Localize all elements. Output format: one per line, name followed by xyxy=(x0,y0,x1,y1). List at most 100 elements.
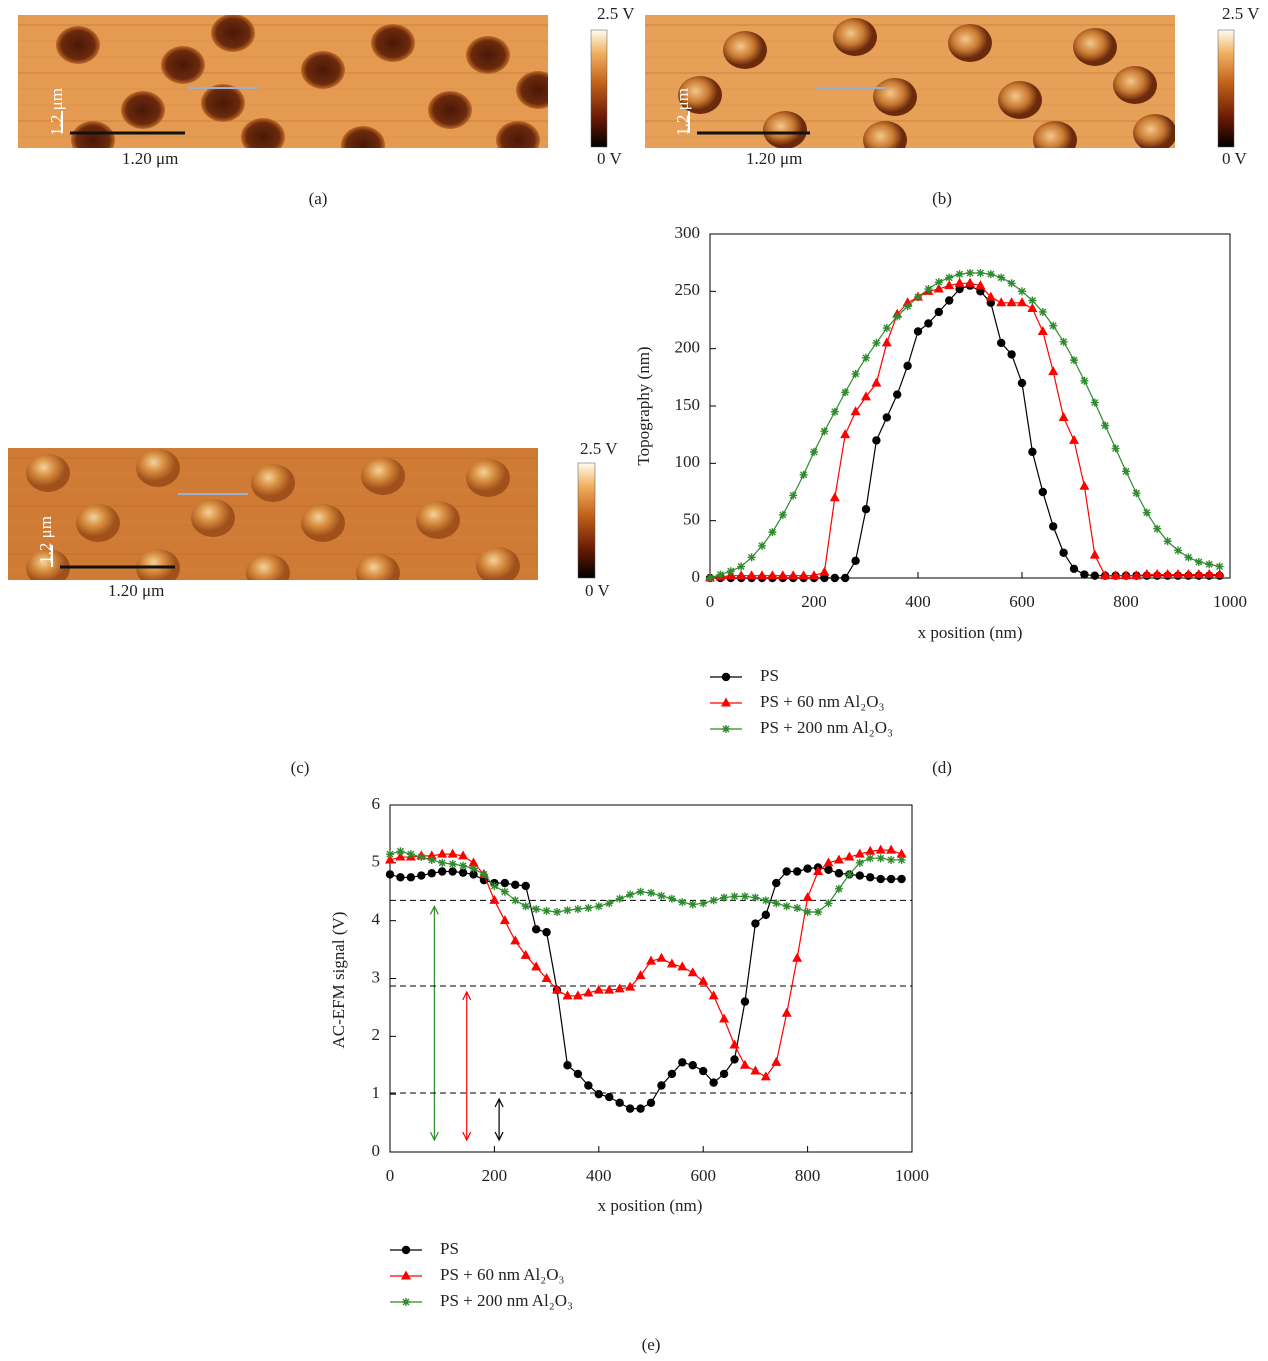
data-point xyxy=(772,899,781,908)
data-point xyxy=(823,857,834,867)
data-point xyxy=(799,470,808,479)
feature xyxy=(211,15,255,52)
data-point xyxy=(887,855,896,864)
data-point xyxy=(1090,398,1099,407)
y-tick-label: 5 xyxy=(372,852,381,871)
data-point xyxy=(830,407,839,416)
data-point xyxy=(945,273,954,282)
data-point xyxy=(955,270,964,279)
data-point xyxy=(636,887,645,896)
feature xyxy=(136,549,180,580)
data-point xyxy=(719,1069,729,1079)
y-tick-label: 50 xyxy=(683,510,700,529)
data-point xyxy=(1215,562,1224,571)
data-point xyxy=(1027,303,1038,313)
colorbar-min: 0 V xyxy=(585,581,610,600)
data-point xyxy=(646,1098,656,1108)
afm-image xyxy=(8,448,538,580)
data-point xyxy=(448,859,457,868)
data-point xyxy=(636,1104,645,1113)
data-point xyxy=(830,573,839,583)
data-point xyxy=(708,990,719,1000)
data-point xyxy=(985,291,996,301)
data-point xyxy=(510,935,521,945)
data-point xyxy=(854,848,865,858)
data-point xyxy=(803,907,812,916)
data-point xyxy=(1069,434,1079,444)
data-point xyxy=(767,570,778,580)
data-point xyxy=(1090,571,1100,580)
data-point xyxy=(840,429,851,439)
data-point xyxy=(944,280,955,290)
data-point xyxy=(914,293,922,302)
data-point xyxy=(427,855,436,864)
x-tick-label: 600 xyxy=(1009,592,1035,611)
scale-bar-vertical-label: 1.2 μm xyxy=(47,88,66,136)
data-point xyxy=(594,1089,603,1099)
feature xyxy=(428,91,472,129)
data-point xyxy=(881,337,892,347)
data-point xyxy=(1049,321,1058,330)
x-tick-label: 0 xyxy=(386,1166,395,1185)
data-point xyxy=(924,285,933,294)
data-point xyxy=(563,1061,572,1070)
data-point xyxy=(678,1058,687,1067)
panel-label: (e) xyxy=(642,1335,661,1354)
legend-marker xyxy=(402,1298,410,1306)
data-point xyxy=(875,844,886,854)
data-point xyxy=(750,1065,761,1075)
data-point xyxy=(976,287,985,296)
data-point xyxy=(657,891,666,900)
data-point xyxy=(1018,287,1026,296)
data-point xyxy=(882,413,891,422)
data-point xyxy=(896,848,907,858)
data-point xyxy=(954,277,965,287)
data-point xyxy=(417,853,426,862)
feature xyxy=(26,454,70,492)
colorbar-min: 0 V xyxy=(597,149,622,168)
scale-bar-label: 1.20 μm xyxy=(746,149,802,168)
scale-bar-vertical-label: 1.2 μm xyxy=(673,88,692,136)
data-point xyxy=(1006,297,1017,307)
data-point xyxy=(1184,553,1193,562)
data-point xyxy=(1214,569,1225,579)
data-point xyxy=(699,1066,708,1076)
panel-label: (d) xyxy=(932,758,952,777)
data-point xyxy=(479,870,488,879)
data-point xyxy=(396,847,405,856)
data-point xyxy=(893,312,902,321)
data-point xyxy=(1111,444,1120,453)
data-point xyxy=(396,873,405,882)
data-point xyxy=(1017,378,1027,388)
feature xyxy=(26,549,70,580)
data-point xyxy=(1142,508,1151,517)
feature xyxy=(466,36,510,74)
data-point xyxy=(1152,569,1163,579)
data-point xyxy=(417,871,426,880)
feature xyxy=(241,118,285,148)
data-point xyxy=(841,388,850,397)
data-point xyxy=(531,925,541,934)
feature xyxy=(341,126,385,148)
data-point xyxy=(834,869,844,878)
data-point xyxy=(709,896,718,905)
data-point xyxy=(625,1104,635,1113)
data-point xyxy=(798,570,809,580)
feature xyxy=(1113,66,1157,104)
data-point xyxy=(573,1069,583,1079)
data-point xyxy=(531,961,542,971)
data-point xyxy=(573,905,582,914)
data-point xyxy=(1121,570,1131,580)
data-point xyxy=(720,893,729,902)
data-point xyxy=(861,391,871,401)
feature xyxy=(1033,121,1077,148)
data-point xyxy=(1183,569,1194,579)
data-point xyxy=(788,570,799,580)
data-point xyxy=(997,273,1006,282)
data-point xyxy=(751,893,760,902)
data-point xyxy=(986,270,995,279)
y-tick-label: 6 xyxy=(372,794,381,813)
data-point xyxy=(1141,569,1152,579)
data-point xyxy=(850,406,861,416)
data-point xyxy=(975,280,986,290)
